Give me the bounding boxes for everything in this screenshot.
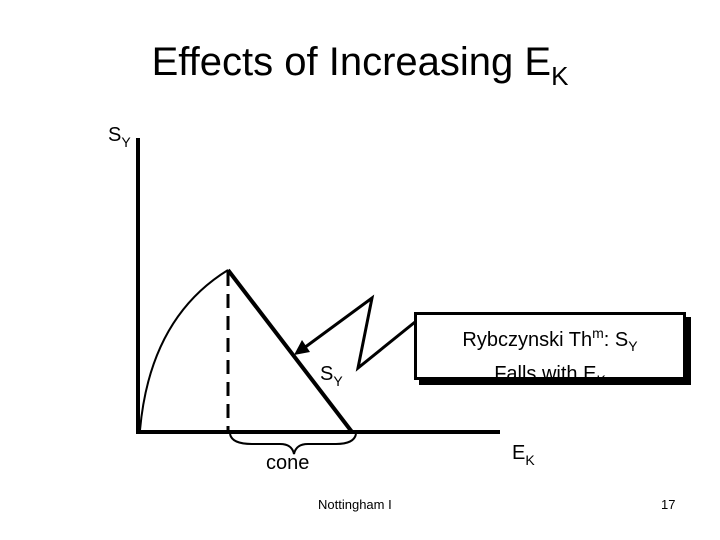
x-axis-label-main: E <box>512 442 526 464</box>
cone-brace <box>229 433 357 455</box>
sy-line-label-sub: Y <box>333 373 343 389</box>
y-axis-label-sub: Y <box>121 134 131 150</box>
cone-label: cone <box>266 452 310 474</box>
callout-line-1-text: Rybczynski Th <box>462 329 593 351</box>
production-curve <box>139 269 229 431</box>
callout-line-2-text: Falls with E <box>494 363 597 385</box>
y-axis-label: SY <box>108 124 131 150</box>
page-number: 17 <box>661 497 676 512</box>
title-text: Effects of Increasing E <box>151 40 552 84</box>
sy-line <box>226 268 354 434</box>
callout-arrow-head <box>294 340 310 355</box>
x-axis-label-sub: K <box>525 452 535 468</box>
callout-line-1-text-b: : S <box>603 329 629 351</box>
sy-line-label: SY <box>320 363 343 389</box>
footer-source: Nottingham I <box>318 497 392 512</box>
callout-line-1-sup: m <box>592 325 604 341</box>
rybczynski-callout: Rybczynski Thm: SY Falls with EK <box>414 312 686 388</box>
title-subscript: K <box>551 61 569 91</box>
x-axis-label: EK <box>512 442 535 468</box>
slide-title: Effects of Increasing EK <box>0 40 720 92</box>
y-axis-label-main: S <box>108 124 122 146</box>
callout-line-1-sub: Y <box>628 338 638 354</box>
callout-line-2-sub: K <box>596 372 606 388</box>
callout-line-1: Rybczynski Thm: SY <box>417 319 683 360</box>
sy-line-label-main: S <box>320 363 334 385</box>
callout-line-2: Falls with EK <box>417 360 683 394</box>
callout-arrow <box>303 294 421 372</box>
